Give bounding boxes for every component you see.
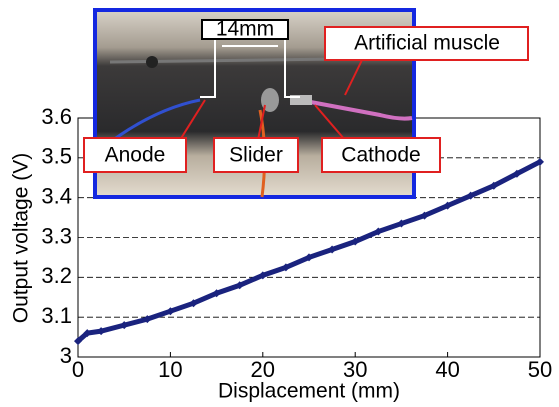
chart: 3 3.1 3.2 3.3 3.4 3.5 3.6 0 10 20 30 40 50 14mm Arti…	[0, 0, 559, 407]
y-tick-label: 3.4	[41, 183, 72, 208]
annotation: Anode	[105, 144, 166, 167]
y-tick-label: 3	[60, 343, 72, 368]
annotation: Slider	[229, 144, 283, 167]
annotation: Cathode	[341, 144, 420, 167]
x-tick-label: 50	[528, 357, 552, 382]
x-axis-label: Displacement (mm)	[218, 380, 400, 403]
annotation: 14mm	[216, 18, 274, 41]
y-tick-label: 3.1	[41, 303, 72, 328]
x-tick-label: 10	[158, 357, 182, 382]
x-tick-label: 20	[251, 357, 275, 382]
annotation: Artificial muscle	[354, 32, 500, 55]
y-tick-label: 3.2	[41, 263, 72, 288]
x-tick-label: 30	[343, 357, 367, 382]
y-axis-label: Output voltage (V)	[10, 153, 33, 323]
y-tick-label: 3.5	[41, 144, 72, 169]
page: {"chart_data":{"type":"line","x_label":"…	[0, 0, 559, 407]
x-tick-label: 0	[72, 357, 84, 382]
y-tick-label: 3.3	[41, 223, 72, 248]
y-tick-label: 3.6	[41, 104, 72, 129]
x-tick-label: 40	[435, 357, 459, 382]
inset-photo: 14mm Artificial muscle Anode Slider Cath…	[84, 10, 528, 197]
